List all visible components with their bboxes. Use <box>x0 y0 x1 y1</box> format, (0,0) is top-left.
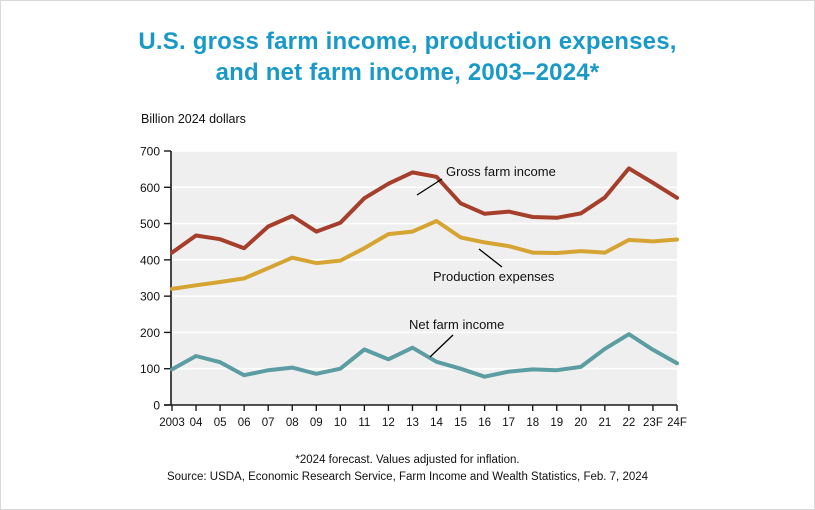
leader-line-gross-farm-income <box>416 178 443 196</box>
x-tick-label: 06 <box>238 417 251 429</box>
series-label-net-farm-income: Net farm income <box>409 317 504 332</box>
x-tick-label: 17 <box>502 417 515 429</box>
title-line-2: and net farm income, 2003–2024* <box>215 59 600 86</box>
y-tick-label: 700 <box>140 145 160 159</box>
leader-line-production-expenses <box>478 248 503 268</box>
page-title: U.S. gross farm income, production expen… <box>1 26 814 88</box>
series-label-gross-farm-income: Gross farm income <box>446 164 556 179</box>
x-tick-label: 09 <box>310 417 323 429</box>
x-tick-label: 07 <box>262 417 275 429</box>
series-line-production-expenses <box>170 219 679 291</box>
y-tick-label: 100 <box>140 362 160 376</box>
x-tick-label: 22 <box>623 417 636 429</box>
x-tick-label: 16 <box>478 417 491 429</box>
y-tick-label: 500 <box>140 217 160 231</box>
y-tick-label: 400 <box>140 253 160 267</box>
y-tick-label: 600 <box>140 181 160 195</box>
x-tick-label: 23F <box>643 417 663 429</box>
series-label-production-expenses: Production expenses <box>433 269 555 284</box>
y-axis-unit-label: Billion 2024 dollars <box>141 112 246 126</box>
x-tick-label: 05 <box>214 417 227 429</box>
leader-line-net-farm-income <box>429 334 454 358</box>
x-tick-label: 14 <box>430 417 443 429</box>
x-tick-label: 21 <box>598 417 611 429</box>
source-line: Source: USDA, Economic Research Service,… <box>166 471 649 483</box>
x-tick-label: 24F <box>667 417 687 429</box>
y-tick-label: 300 <box>140 290 160 304</box>
x-tick-label: 2003 <box>159 417 185 429</box>
footnote-forecast: *2024 forecast. Values adjusted for infl… <box>295 454 520 466</box>
series-line-gross-farm-income <box>170 166 679 255</box>
y-tick-label: 200 <box>140 326 160 340</box>
x-tick-label: 15 <box>454 417 467 429</box>
x-tick-label: 20 <box>574 417 587 429</box>
y-tick-label: 0 <box>153 399 160 413</box>
title-line-1: U.S. gross farm income, production expen… <box>138 28 677 55</box>
x-tick-label: 11 <box>358 417 370 429</box>
plot-area <box>171 151 677 405</box>
x-tick-label: 08 <box>286 417 299 429</box>
x-tick-label: 12 <box>382 417 395 429</box>
x-tick-label: 19 <box>550 417 563 429</box>
x-tick-label: 04 <box>190 417 203 429</box>
x-tick-label: 18 <box>526 417 539 429</box>
series-line-net-farm-income <box>170 332 679 379</box>
x-tick-label: 13 <box>406 417 419 429</box>
x-tick-label: 10 <box>334 417 347 429</box>
